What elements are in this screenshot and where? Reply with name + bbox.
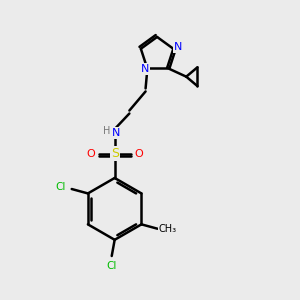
Text: CH₃: CH₃ xyxy=(159,224,177,234)
Text: Cl: Cl xyxy=(56,182,66,192)
Text: Cl: Cl xyxy=(106,261,117,271)
Text: S: S xyxy=(111,147,119,160)
Text: N: N xyxy=(174,42,182,52)
Text: N: N xyxy=(112,128,120,138)
Text: O: O xyxy=(86,149,95,159)
Text: N: N xyxy=(140,64,149,74)
Text: O: O xyxy=(134,149,143,159)
Text: H: H xyxy=(103,126,110,136)
